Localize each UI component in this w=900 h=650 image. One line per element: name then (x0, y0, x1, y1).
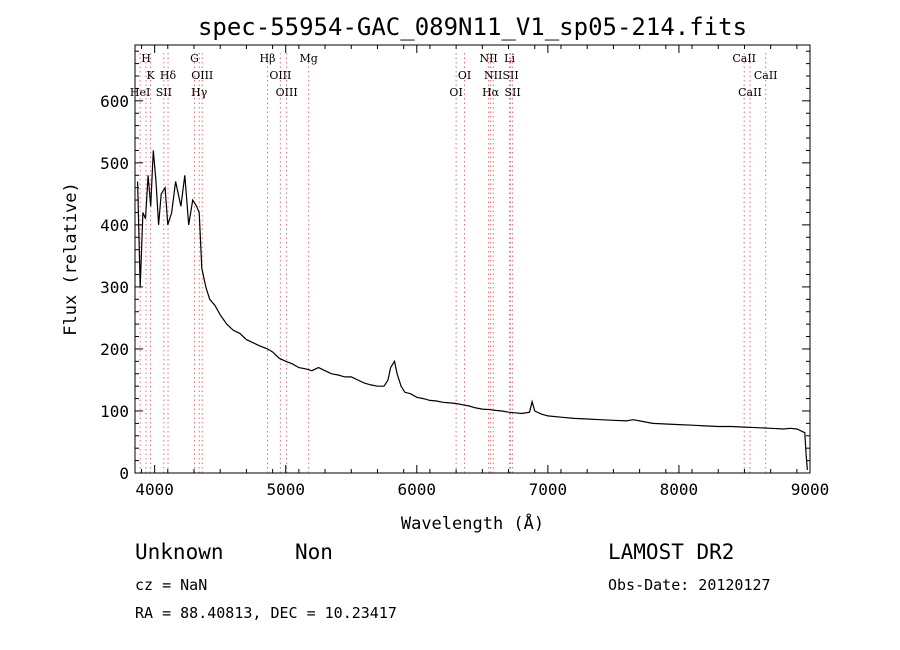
y-tick-label: 300 (100, 278, 129, 297)
chart-title: spec-55954-GAC_089N11_V1_sp05-214.fits (198, 13, 747, 41)
x-tick-label: 9000 (791, 480, 830, 499)
y-tick-label: 600 (100, 92, 129, 111)
line-annotation-label: Hδ (160, 69, 177, 82)
y-tick-label: 400 (100, 216, 129, 235)
survey-name: LAMOST DR2 (608, 540, 735, 564)
line-annotation-label: NII (479, 52, 497, 65)
line-annotation-label: OI (449, 86, 462, 99)
line-annotation-label: K (146, 69, 155, 82)
y-tick-label: 200 (100, 340, 129, 359)
object-class: Non (295, 540, 333, 564)
spectrum-line (137, 150, 808, 470)
line-annotation-label: CaII (754, 69, 778, 82)
line-annotation-label: SII (503, 69, 519, 82)
x-axis-label: Wavelength (Å) (401, 512, 544, 534)
line-annotation-label: Hβ (260, 52, 276, 65)
plot-frame (134, 44, 811, 474)
object-name: Unknown (135, 540, 224, 564)
line-annotation-label: CaII (738, 86, 762, 99)
x-tick-label: 7000 (529, 480, 568, 499)
redshift-readout: cz = NaN (135, 576, 208, 594)
line-annotation-label: SII (504, 86, 520, 99)
line-annotation-label: OIII (191, 69, 213, 82)
line-annotation-label: OIII (276, 86, 298, 99)
y-tick-label: 0 (119, 464, 129, 483)
line-annotation-label: SII (156, 86, 172, 99)
line-annotation-label: Mg (300, 52, 318, 65)
line-annotation-label: Hγ (191, 86, 208, 99)
y-tick-label: 500 (100, 154, 129, 173)
line-annotation-label: H (141, 52, 151, 65)
line-annotation-label: NII (484, 69, 502, 82)
x-tick-label: 6000 (398, 480, 437, 499)
line-annotation-label: G (190, 52, 199, 65)
line-annotation-label: HeI (130, 86, 150, 99)
line-annotation-label: Hα (482, 86, 500, 99)
line-annotation-label: Li (504, 52, 515, 65)
y-axis-label: Flux (relative) (61, 182, 81, 336)
line-annotation-label: OI (458, 69, 471, 82)
line-annotation-label: OIII (269, 69, 291, 82)
coordinates-readout: RA = 88.40813, DEC = 10.23417 (135, 604, 397, 622)
x-tick-label: 8000 (660, 480, 699, 499)
y-tick-label: 100 (100, 402, 129, 421)
observation-date: Obs-Date: 20120127 (608, 576, 771, 594)
x-tick-label: 4000 (135, 480, 174, 499)
x-tick-label: 5000 (266, 480, 305, 499)
line-annotation-label: CaII (732, 52, 756, 65)
